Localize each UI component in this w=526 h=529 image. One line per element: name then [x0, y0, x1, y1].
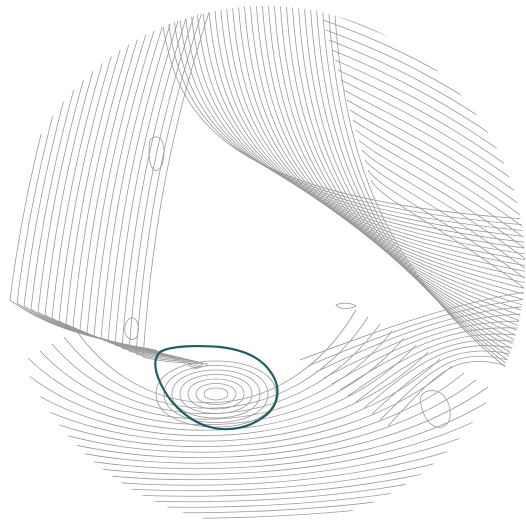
contour-line	[297, 6, 525, 359]
contour-line	[243, 6, 525, 305]
contour-line	[328, 39, 525, 161]
contour-line	[171, 6, 525, 233]
contour-line	[15, 344, 417, 431]
contour-line	[135, 6, 207, 369]
contour-line	[5, 428, 525, 497]
contour-line	[231, 6, 525, 293]
contour-line	[255, 6, 525, 317]
contour-line	[30, 6, 163, 354]
contour-line	[219, 6, 525, 281]
contour-line	[114, 6, 191, 366]
contour-line	[39, 330, 393, 420]
contour-line	[340, 79, 525, 201]
contour-line	[309, 6, 525, 371]
contour-line	[5, 442, 525, 508]
contour-line	[5, 379, 477, 459]
contour-line	[5, 351, 429, 437]
contour-line	[339, 327, 525, 391]
contour-line	[155, 360, 277, 428]
contour-line	[361, 149, 525, 271]
contour-line	[343, 89, 525, 211]
contour-line	[331, 49, 525, 171]
contour-line	[213, 6, 525, 275]
contour-lines	[5, 6, 525, 519]
contour-line	[5, 393, 501, 470]
contour-line	[307, 297, 525, 367]
contour-line	[148, 136, 165, 171]
contour-line	[267, 6, 525, 329]
contour-line	[333, 6, 525, 395]
contour-line	[367, 169, 525, 291]
contour-line	[23, 6, 161, 353]
contour-line	[195, 6, 525, 257]
contour-line	[63, 316, 369, 409]
contour-line	[75, 309, 357, 404]
contour-line	[285, 6, 525, 347]
contour-line	[225, 6, 525, 287]
contour-line	[37, 6, 165, 355]
contour-line	[159, 6, 525, 221]
contour-line	[327, 6, 525, 389]
contour-line	[165, 6, 525, 227]
contour-line	[346, 99, 525, 221]
contour-line	[364, 159, 525, 281]
contour-line	[349, 109, 525, 231]
contour-line	[355, 339, 525, 403]
contour-line	[72, 6, 175, 360]
highlighted-contour	[154, 344, 279, 431]
contour-line	[179, 374, 253, 414]
contour-line	[51, 323, 381, 415]
contour-line	[352, 119, 525, 241]
contour-line	[5, 421, 525, 492]
contour-line	[355, 129, 525, 251]
contour-line	[303, 6, 525, 365]
contour-line	[335, 302, 357, 309]
contour-line	[370, 179, 525, 301]
contour-line	[124, 317, 139, 340]
contour-line	[189, 6, 525, 251]
contour-line	[177, 6, 525, 239]
contour-line	[315, 305, 525, 373]
contour-line	[261, 6, 525, 323]
contour-line	[249, 6, 525, 311]
contour-line	[128, 6, 200, 368]
contour-line	[27, 337, 405, 425]
contour-line	[203, 387, 229, 401]
contour-line	[331, 320, 525, 385]
contour-line	[419, 390, 451, 428]
contour-line	[5, 365, 453, 448]
contour-line	[299, 289, 525, 361]
contour-line	[16, 6, 159, 352]
contour-line	[187, 378, 245, 410]
contour-line	[107, 6, 187, 365]
contour-line	[347, 333, 525, 397]
contour-line	[322, 19, 525, 141]
contour-line	[51, 6, 169, 357]
contour-line	[334, 59, 525, 181]
contour-line	[5, 449, 525, 514]
contour-line	[5, 407, 525, 481]
contour-line	[273, 6, 525, 335]
contour-line	[100, 6, 184, 364]
contour-line	[291, 6, 525, 353]
contour-line	[142, 6, 214, 370]
contour-line	[279, 6, 525, 341]
contour-line	[207, 6, 525, 269]
contour-line	[237, 6, 525, 299]
contour-line	[358, 139, 525, 261]
contour-line	[171, 369, 261, 419]
contour-line	[201, 6, 525, 263]
contour-line	[121, 6, 195, 367]
contour-line	[323, 313, 525, 379]
contour-line	[325, 29, 525, 151]
contour-line	[5, 400, 513, 475]
contour-line	[183, 6, 525, 245]
contour-line	[93, 6, 181, 363]
